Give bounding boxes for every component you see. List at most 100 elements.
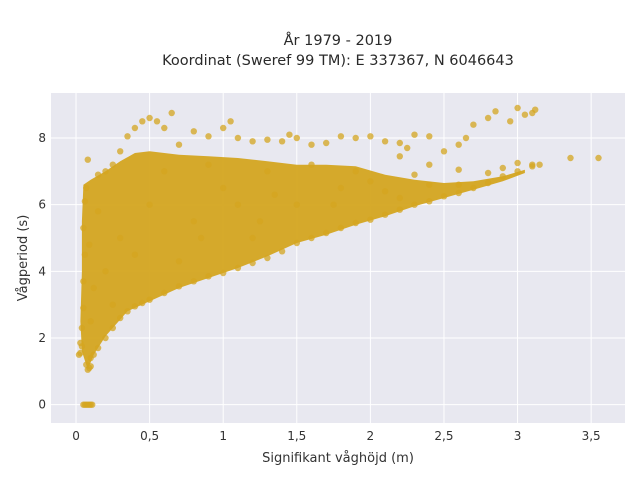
- data-point: [521, 111, 529, 118]
- data-point: [396, 206, 403, 213]
- data-point: [514, 168, 521, 175]
- y-tick-label: 0: [38, 398, 46, 412]
- data-point: [117, 148, 124, 155]
- x-tick-label: 0: [72, 429, 80, 443]
- data-point: [293, 134, 300, 142]
- x-tick-label: 3: [514, 429, 522, 443]
- data-point: [249, 234, 256, 242]
- data-point: [175, 258, 183, 265]
- data-point: [139, 299, 146, 307]
- data-point: [90, 284, 97, 292]
- data-point: [264, 136, 271, 143]
- data-point: [87, 318, 94, 325]
- data-point: [308, 234, 315, 242]
- data-point: [455, 166, 462, 173]
- data-point: [131, 251, 139, 258]
- data-point: [205, 161, 212, 168]
- data-point: [411, 201, 418, 208]
- y-tick-label: 6: [38, 198, 46, 212]
- data-point: [492, 108, 499, 115]
- data-point: [234, 264, 242, 272]
- data-point: [278, 248, 286, 255]
- data-point: [102, 334, 109, 342]
- data-point: [220, 124, 227, 132]
- data-point: [131, 303, 139, 310]
- data-point: [175, 141, 183, 148]
- data-point: [168, 109, 175, 117]
- data-point: [234, 201, 242, 208]
- data-point: [86, 241, 93, 248]
- data-point: [117, 314, 124, 322]
- data-point: [411, 171, 418, 178]
- data-point: [426, 198, 433, 205]
- data-point: [146, 114, 153, 122]
- data-point: [271, 191, 278, 198]
- data-point: [190, 128, 197, 135]
- data-point: [124, 133, 131, 140]
- data-point: [81, 198, 89, 205]
- data-point: [470, 184, 477, 192]
- data-point: [330, 201, 337, 208]
- x-tick-label: 2: [367, 429, 375, 443]
- data-point: [337, 184, 345, 192]
- data-point: [381, 138, 389, 145]
- data-point: [264, 254, 271, 262]
- y-tick-label: 8: [38, 131, 46, 145]
- x-tick-label: 0,5: [140, 429, 159, 443]
- data-point: [220, 184, 227, 192]
- data-point: [139, 118, 146, 125]
- data-point: [264, 168, 271, 175]
- data-point: [404, 144, 411, 152]
- data-point: [411, 131, 418, 138]
- data-point: [462, 134, 470, 142]
- x-tick-label: 1: [219, 429, 227, 443]
- data-point: [529, 161, 536, 168]
- data-point: [507, 118, 514, 125]
- data-point: [220, 269, 227, 277]
- data-point: [227, 118, 234, 125]
- data-point: [278, 138, 286, 145]
- data-point: [78, 324, 86, 332]
- y-tick-label: 2: [38, 331, 46, 345]
- y-tick-label: 4: [38, 264, 46, 278]
- data-point: [109, 161, 117, 168]
- data-point: [499, 164, 506, 172]
- data-point: [308, 161, 315, 168]
- y-tick-labels: 0 2 4 6 8: [38, 131, 46, 412]
- x-tick-label: 2,5: [434, 429, 453, 443]
- data-points: [75, 104, 602, 408]
- data-point: [102, 268, 109, 275]
- data-point: [426, 161, 433, 168]
- data-point: [293, 201, 300, 208]
- data-point: [190, 278, 197, 285]
- data-point: [249, 259, 256, 267]
- data-point: [84, 156, 92, 163]
- data-point: [146, 201, 153, 208]
- data-point: [470, 121, 477, 128]
- data-point: [175, 283, 183, 290]
- data-point: [102, 168, 109, 175]
- data-point: [352, 134, 359, 142]
- data-point: [367, 178, 374, 185]
- data-point: [94, 344, 102, 352]
- data-point: [396, 139, 403, 147]
- y-axis-label: Vågperiod (s): [16, 215, 31, 302]
- data-point: [83, 184, 90, 192]
- data-point: [514, 104, 521, 112]
- data-point: [161, 168, 168, 175]
- data-point: [109, 301, 117, 308]
- data-point: [80, 224, 87, 232]
- x-tick-labels: 0 0,5 1 1,5 2 2,5 3 3,5: [72, 429, 600, 443]
- chart-title: År 1979 - 2019: [284, 32, 393, 49]
- data-point: [337, 133, 345, 140]
- data-point: [81, 251, 89, 258]
- data-point: [455, 141, 462, 148]
- data-point: [455, 181, 462, 188]
- data-point: [131, 124, 139, 132]
- data-point: [308, 141, 315, 148]
- data-point: [293, 239, 300, 247]
- data-point: [323, 229, 330, 237]
- data-point: [499, 173, 506, 180]
- x-tick-label: 1,5: [287, 429, 306, 443]
- data-point: [78, 343, 86, 350]
